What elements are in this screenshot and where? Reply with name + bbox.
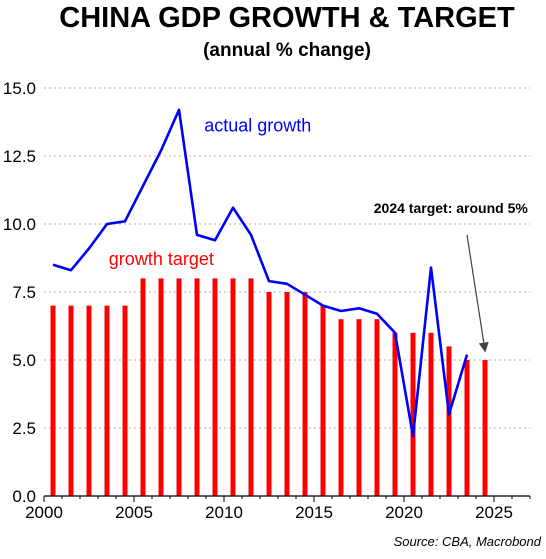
target-bar — [50, 305, 56, 496]
x-tick-label: 2010 — [205, 503, 243, 522]
x-tick-label: 2015 — [295, 503, 333, 522]
target-bar — [68, 305, 74, 496]
target-bar — [104, 305, 110, 496]
target-bar — [86, 305, 92, 496]
x-tick-label: 2005 — [115, 503, 153, 522]
target-bar — [392, 332, 398, 496]
target-bar — [374, 319, 380, 496]
target-bar — [410, 332, 416, 496]
target-bar — [338, 319, 344, 496]
chart-title: CHINA GDP GROWTH & TARGET — [59, 2, 515, 34]
actual-growth-label: actual growth — [204, 116, 311, 136]
target-bar — [284, 292, 290, 496]
x-tick-label: 2020 — [385, 503, 423, 522]
y-tick-label: 12.5 — [3, 147, 36, 166]
target-2024-label: 2024 target: around 5% — [374, 200, 529, 216]
target-bar — [320, 305, 326, 496]
target-bar — [482, 360, 488, 496]
target-bar — [122, 305, 128, 496]
target-bar — [356, 319, 362, 496]
target-bar — [158, 278, 164, 496]
growth-target-label: growth target — [109, 249, 214, 269]
target-bar — [464, 360, 470, 496]
target-bar — [428, 332, 434, 496]
y-tick-label: 10.0 — [3, 215, 36, 234]
actual-growth-line — [52, 108, 469, 438]
target-bar — [140, 278, 146, 496]
y-tick-label: 2.5 — [12, 419, 36, 438]
y-tick-label: 5.0 — [12, 351, 36, 370]
target-bar — [212, 278, 218, 496]
chart-subtitle: (annual % change) — [203, 40, 371, 61]
target-bar — [194, 278, 200, 496]
target-bar — [230, 278, 236, 496]
y-tick-label: 15.0 — [3, 79, 36, 98]
y-tick-label: 7.5 — [12, 283, 36, 302]
source-note: Source: CBA, Macrobond — [394, 534, 542, 549]
target-bar — [266, 292, 272, 496]
x-tick-label: 2000 — [25, 503, 63, 522]
target-bar — [302, 292, 308, 496]
target-bar — [248, 278, 254, 496]
target-bar — [176, 278, 182, 496]
target-2024-arrow — [466, 234, 489, 353]
x-tick-label: 2025 — [475, 503, 513, 522]
y-tick-label: 0.0 — [12, 487, 36, 506]
target-bar — [446, 346, 452, 496]
